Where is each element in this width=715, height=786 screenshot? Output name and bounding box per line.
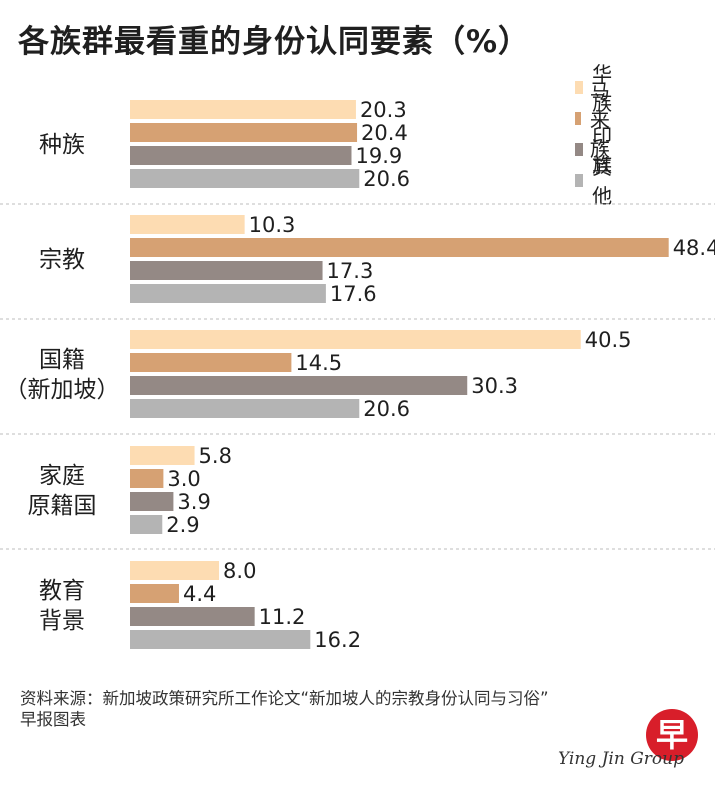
bar xyxy=(130,146,352,165)
value-label: 4.4 xyxy=(183,582,216,606)
legend-item-chinese: 华族 xyxy=(575,62,617,115)
bar xyxy=(130,353,292,372)
legend-label-chinese: 华族 xyxy=(592,62,613,115)
legend-item-malay: 马来族 xyxy=(575,79,617,161)
source-note: 资料来源：新加坡政策研究所工作论文“新加坡人的宗教身份认同与习俗” 早报图表 xyxy=(20,688,549,730)
value-label: 10.3 xyxy=(249,213,296,237)
bar xyxy=(130,261,323,280)
category-label: 原籍国 xyxy=(28,493,97,519)
bar xyxy=(130,446,195,465)
bar xyxy=(130,215,245,234)
legend-swatch-indian xyxy=(575,142,584,156)
chart-title: 各族群最看重的身份认同要素（%） xyxy=(18,24,531,60)
bar-chart: 种族20.320.419.920.6宗教10.348.417.317.6国籍（新… xyxy=(0,98,715,652)
value-label: 20.6 xyxy=(363,397,410,421)
value-label: 20.3 xyxy=(360,98,407,122)
category-label: 种族 xyxy=(39,132,85,158)
zaobao-logo: 早 Ying Jin Group xyxy=(558,709,698,769)
logo-circle xyxy=(646,709,698,761)
legend-item-indian: 印族 xyxy=(575,124,617,177)
legend-label-other: 其他 xyxy=(592,155,613,208)
bar xyxy=(130,123,358,142)
category-label: 国籍 xyxy=(39,347,85,373)
bar xyxy=(130,399,360,418)
value-label: 20.6 xyxy=(363,167,410,191)
value-label: 3.9 xyxy=(177,490,210,514)
legend-swatch-malay xyxy=(575,111,581,125)
legend-item-other: 其他 xyxy=(575,155,617,208)
value-label: 17.6 xyxy=(330,282,377,306)
bar xyxy=(130,561,220,580)
legend-swatch-other xyxy=(575,173,584,187)
logo-glyph: 早 xyxy=(656,716,688,754)
bar xyxy=(130,376,468,395)
category-label: 背景 xyxy=(39,608,85,634)
value-label: 20.4 xyxy=(361,121,408,145)
value-label: 8.0 xyxy=(223,559,256,583)
bar xyxy=(130,607,255,626)
legend-swatch-chinese xyxy=(575,80,584,94)
bar xyxy=(130,238,669,257)
value-label: 17.3 xyxy=(327,259,374,283)
value-label: 11.2 xyxy=(259,605,306,629)
bar xyxy=(130,330,581,349)
bar xyxy=(130,492,174,511)
source-line: 资料来源：新加坡政策研究所工作论文“新加坡人的宗教身份认同与习俗” xyxy=(20,689,549,708)
value-label: 3.0 xyxy=(167,467,200,491)
bar xyxy=(130,100,356,119)
bar xyxy=(130,284,326,303)
value-label: 14.5 xyxy=(295,351,342,375)
category-label: （新加坡） xyxy=(5,377,120,403)
bar xyxy=(130,169,360,188)
bar xyxy=(130,584,179,603)
legend-label-malay: 马来族 xyxy=(589,78,610,161)
logo-script: Ying Jin Group xyxy=(558,749,684,769)
value-label: 16.2 xyxy=(314,628,361,652)
value-label: 40.5 xyxy=(585,328,632,352)
category-label: 宗教 xyxy=(39,247,85,273)
legend-label-indian: 印族 xyxy=(592,124,613,177)
credit-line: 早报图表 xyxy=(20,710,86,729)
value-label: 19.9 xyxy=(355,144,402,168)
bar xyxy=(130,630,311,649)
value-label: 30.3 xyxy=(471,374,518,398)
value-label: 5.8 xyxy=(199,444,232,468)
bar xyxy=(130,515,163,534)
bar xyxy=(130,469,164,488)
value-label: 48.4 xyxy=(673,236,715,260)
value-label: 2.9 xyxy=(166,513,199,537)
category-label: 教育 xyxy=(39,578,85,604)
category-label: 家庭 xyxy=(39,463,85,489)
